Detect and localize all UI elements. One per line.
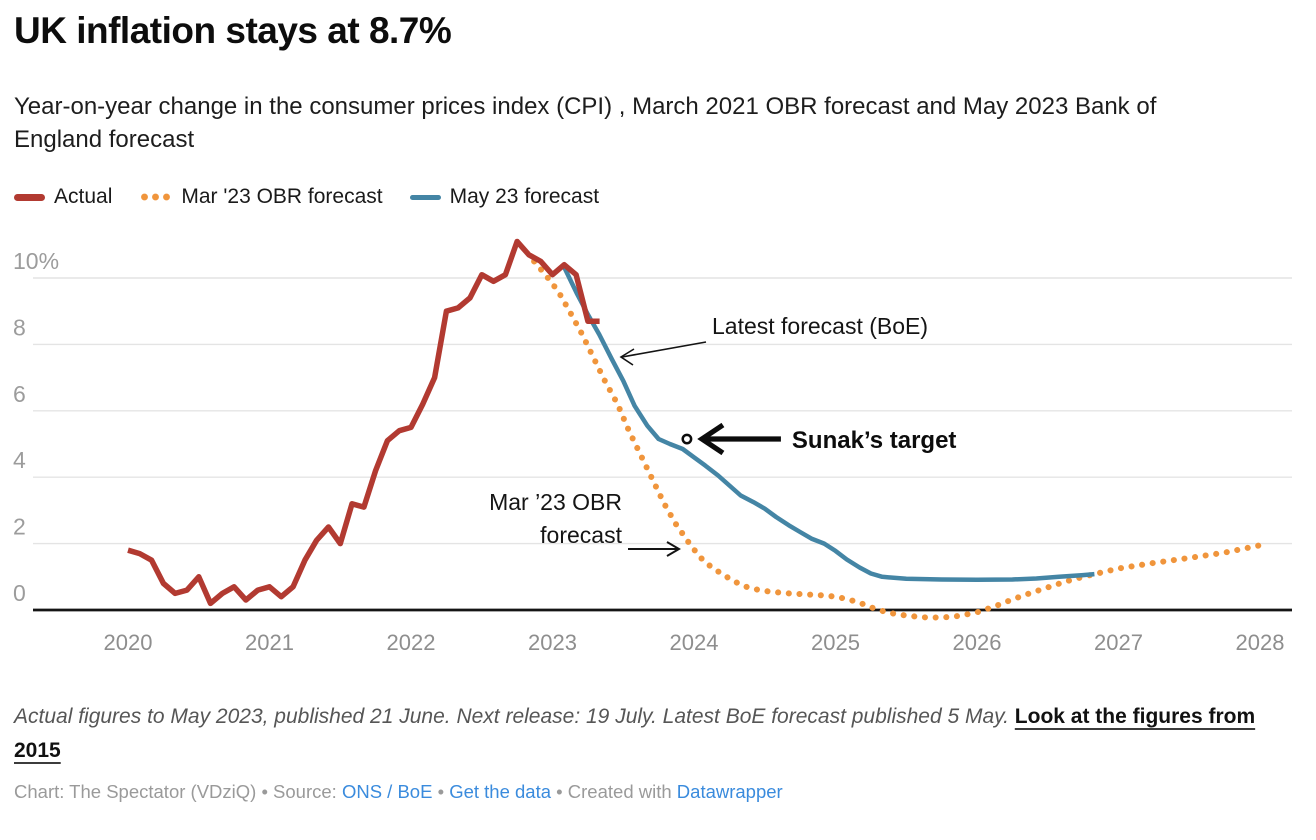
annotation-latest-forecast: Latest forecast (BoE) [712, 313, 928, 339]
legend-item: Actual [14, 185, 112, 209]
line-swatch-icon [14, 193, 45, 201]
x-tick-label: 2022 [387, 630, 436, 655]
source-link[interactable]: ONS / BoE [341, 781, 433, 802]
x-tick-label: 2021 [245, 630, 294, 655]
attribution-separator: • [432, 781, 450, 802]
datawrapper-link[interactable]: Datawrapper [676, 781, 783, 802]
footnote-text: Actual figures to May 2023, published 21… [14, 705, 1015, 728]
actual-cpi-line [127, 238, 600, 607]
figures-from-2015-link[interactable]: Look at the figures from 2015 [14, 705, 1256, 763]
legend-label: Actual [54, 185, 113, 208]
y-tick-label: 2 [13, 514, 26, 540]
get-the-data-link[interactable]: Get the data [449, 781, 552, 802]
annotation-sunak-target: Sunak’s target [792, 427, 957, 454]
attribution-created-with-text: • Created with [551, 781, 677, 802]
chart-legend: Actual Mar '23 OBR forecast May 23 forecas… [14, 185, 599, 209]
thick-arrowhead-icon [697, 422, 725, 456]
footnote: Actual figures to May 2023, published 21… [14, 700, 1304, 768]
x-tick-label: 2020 [104, 630, 153, 655]
page-title: UK inflation stays at 8.7% [14, 10, 452, 51]
x-tick-label: 2023 [528, 630, 577, 655]
x-tick-label: 2027 [1094, 630, 1143, 655]
annotation-obr-forecast-line1: Mar ’23 OBR [489, 489, 622, 515]
obr-forecast-line [531, 258, 1263, 621]
thin-arrowhead-icon [619, 348, 635, 366]
legend-label: May 23 forecast [449, 185, 600, 208]
line-swatch-icon [409, 194, 441, 200]
legend-item: May 23 forecast [409, 185, 600, 209]
dotted-line-swatch-icon [139, 193, 173, 201]
thin-arrow [621, 341, 707, 358]
attribution-chart-source-text: Chart: The Spectator (VDziQ) • Source: [14, 781, 342, 802]
y-tick-label: 0 [13, 580, 26, 606]
boe-forecast-line [561, 265, 1095, 583]
y-tick-label: 4 [13, 447, 26, 473]
sunak-target-marker [681, 433, 693, 445]
y-tick-label: 6 [13, 381, 26, 407]
attribution: Chart: The Spectator (VDziQ) • Source: O… [14, 781, 1304, 803]
legend-label: Mar '23 OBR forecast [181, 185, 383, 208]
x-tick-label: 2025 [811, 630, 860, 655]
right-arrowhead-icon [666, 541, 681, 557]
x-tick-label: 2024 [670, 630, 719, 655]
x-tick-label: 2028 [1236, 630, 1285, 655]
x-tick-label: 2026 [953, 630, 1002, 655]
y-tick-label: 10% [13, 248, 59, 274]
legend-item: Mar '23 OBR forecast [139, 185, 383, 209]
y-tick-label: 8 [13, 314, 26, 340]
annotation-obr-forecast-line2: forecast [540, 522, 622, 548]
chart-subtitle: Year-on-year change in the consumer pric… [14, 93, 1157, 154]
